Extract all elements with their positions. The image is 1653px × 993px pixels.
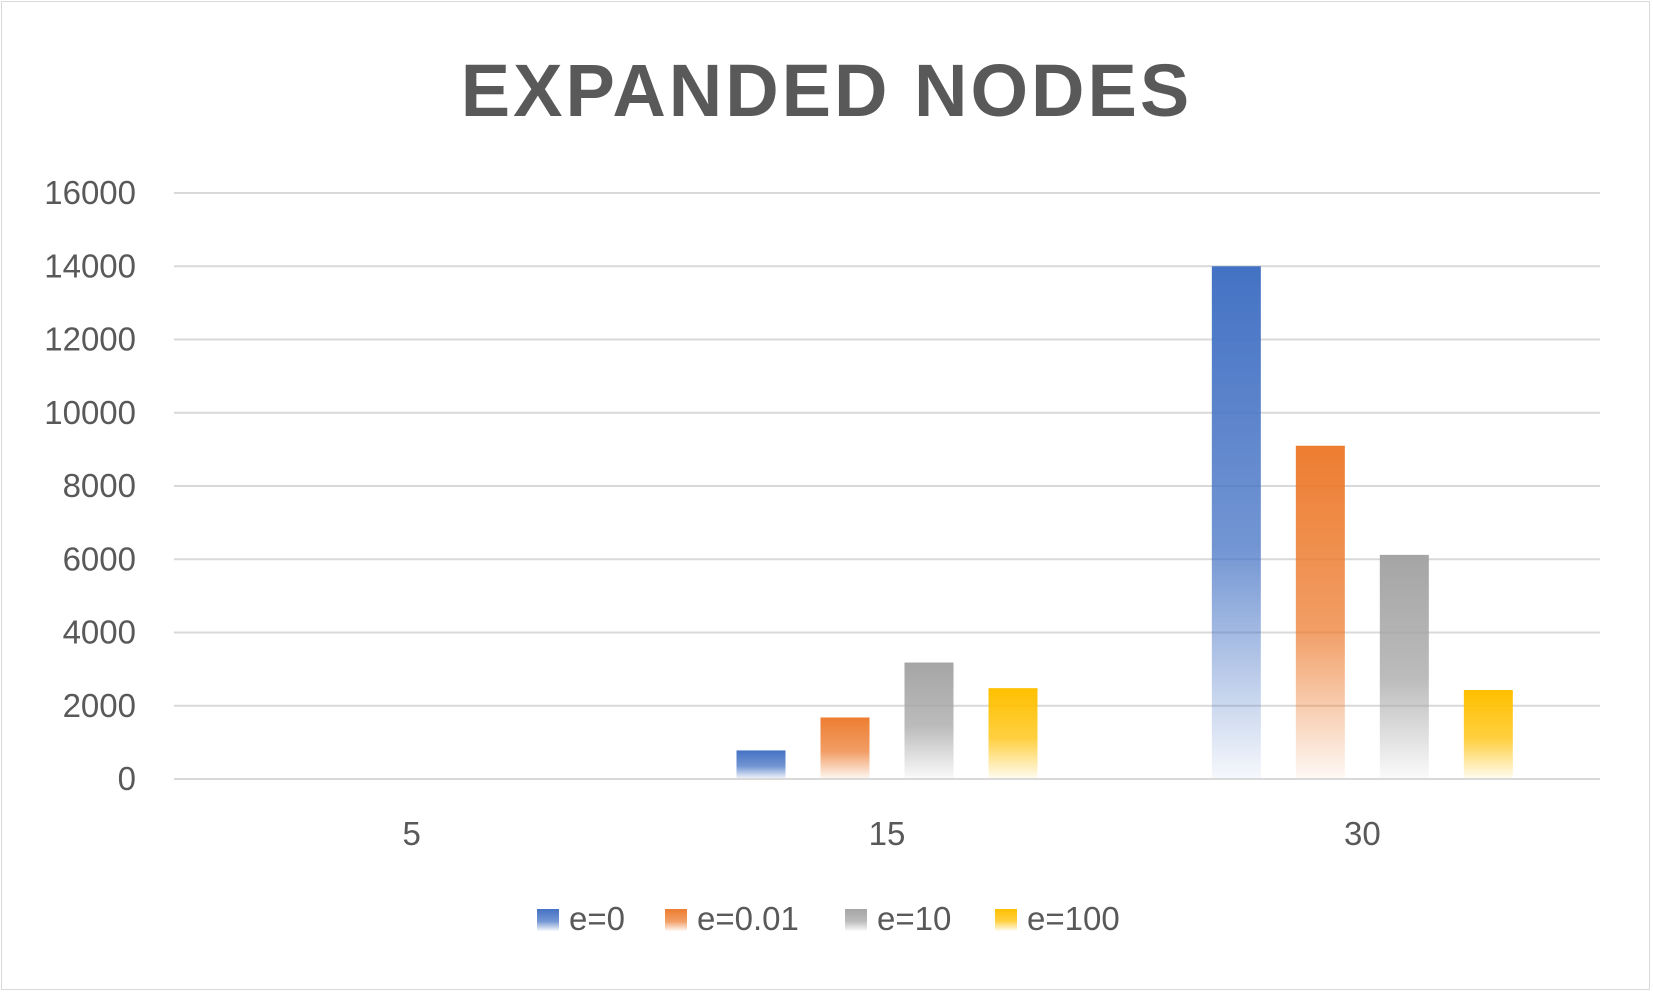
legend-swatch	[537, 909, 559, 931]
y-tick-label: 4000	[63, 614, 136, 651]
legend-swatch	[995, 909, 1017, 931]
legend-label: e=100	[1027, 900, 1120, 937]
y-tick-label: 16000	[44, 174, 136, 211]
bar-e=0-15	[736, 750, 786, 779]
y-tick-label: 12000	[44, 321, 136, 358]
x-tick-label: 30	[1344, 815, 1381, 852]
x-tick-label: 15	[869, 815, 906, 852]
y-tick-label: 10000	[44, 394, 136, 431]
y-tick-label: 0	[118, 760, 136, 797]
y-tick-label: 14000	[44, 247, 136, 284]
bar-e=0-30	[1211, 266, 1261, 779]
bar-e=100-30	[1463, 690, 1513, 779]
legend-label: e=0.01	[697, 900, 799, 937]
legend-swatch	[845, 909, 867, 931]
bar-e=10-30	[1379, 554, 1429, 779]
chart-title: EXPANDED NODES	[460, 49, 1193, 132]
bar-e=10-15	[904, 662, 954, 779]
bar-e=100-15	[988, 688, 1038, 779]
legend-label: e=10	[877, 900, 951, 937]
legend-label: e=0	[569, 900, 625, 937]
bar-e=0.01-30	[1295, 445, 1345, 779]
y-tick-label: 8000	[63, 467, 136, 504]
bar-e=0.01-15	[820, 717, 870, 779]
legend-swatch	[665, 909, 687, 931]
y-tick-label: 2000	[63, 687, 136, 724]
x-tick-label: 5	[402, 815, 420, 852]
y-tick-label: 6000	[63, 540, 136, 577]
